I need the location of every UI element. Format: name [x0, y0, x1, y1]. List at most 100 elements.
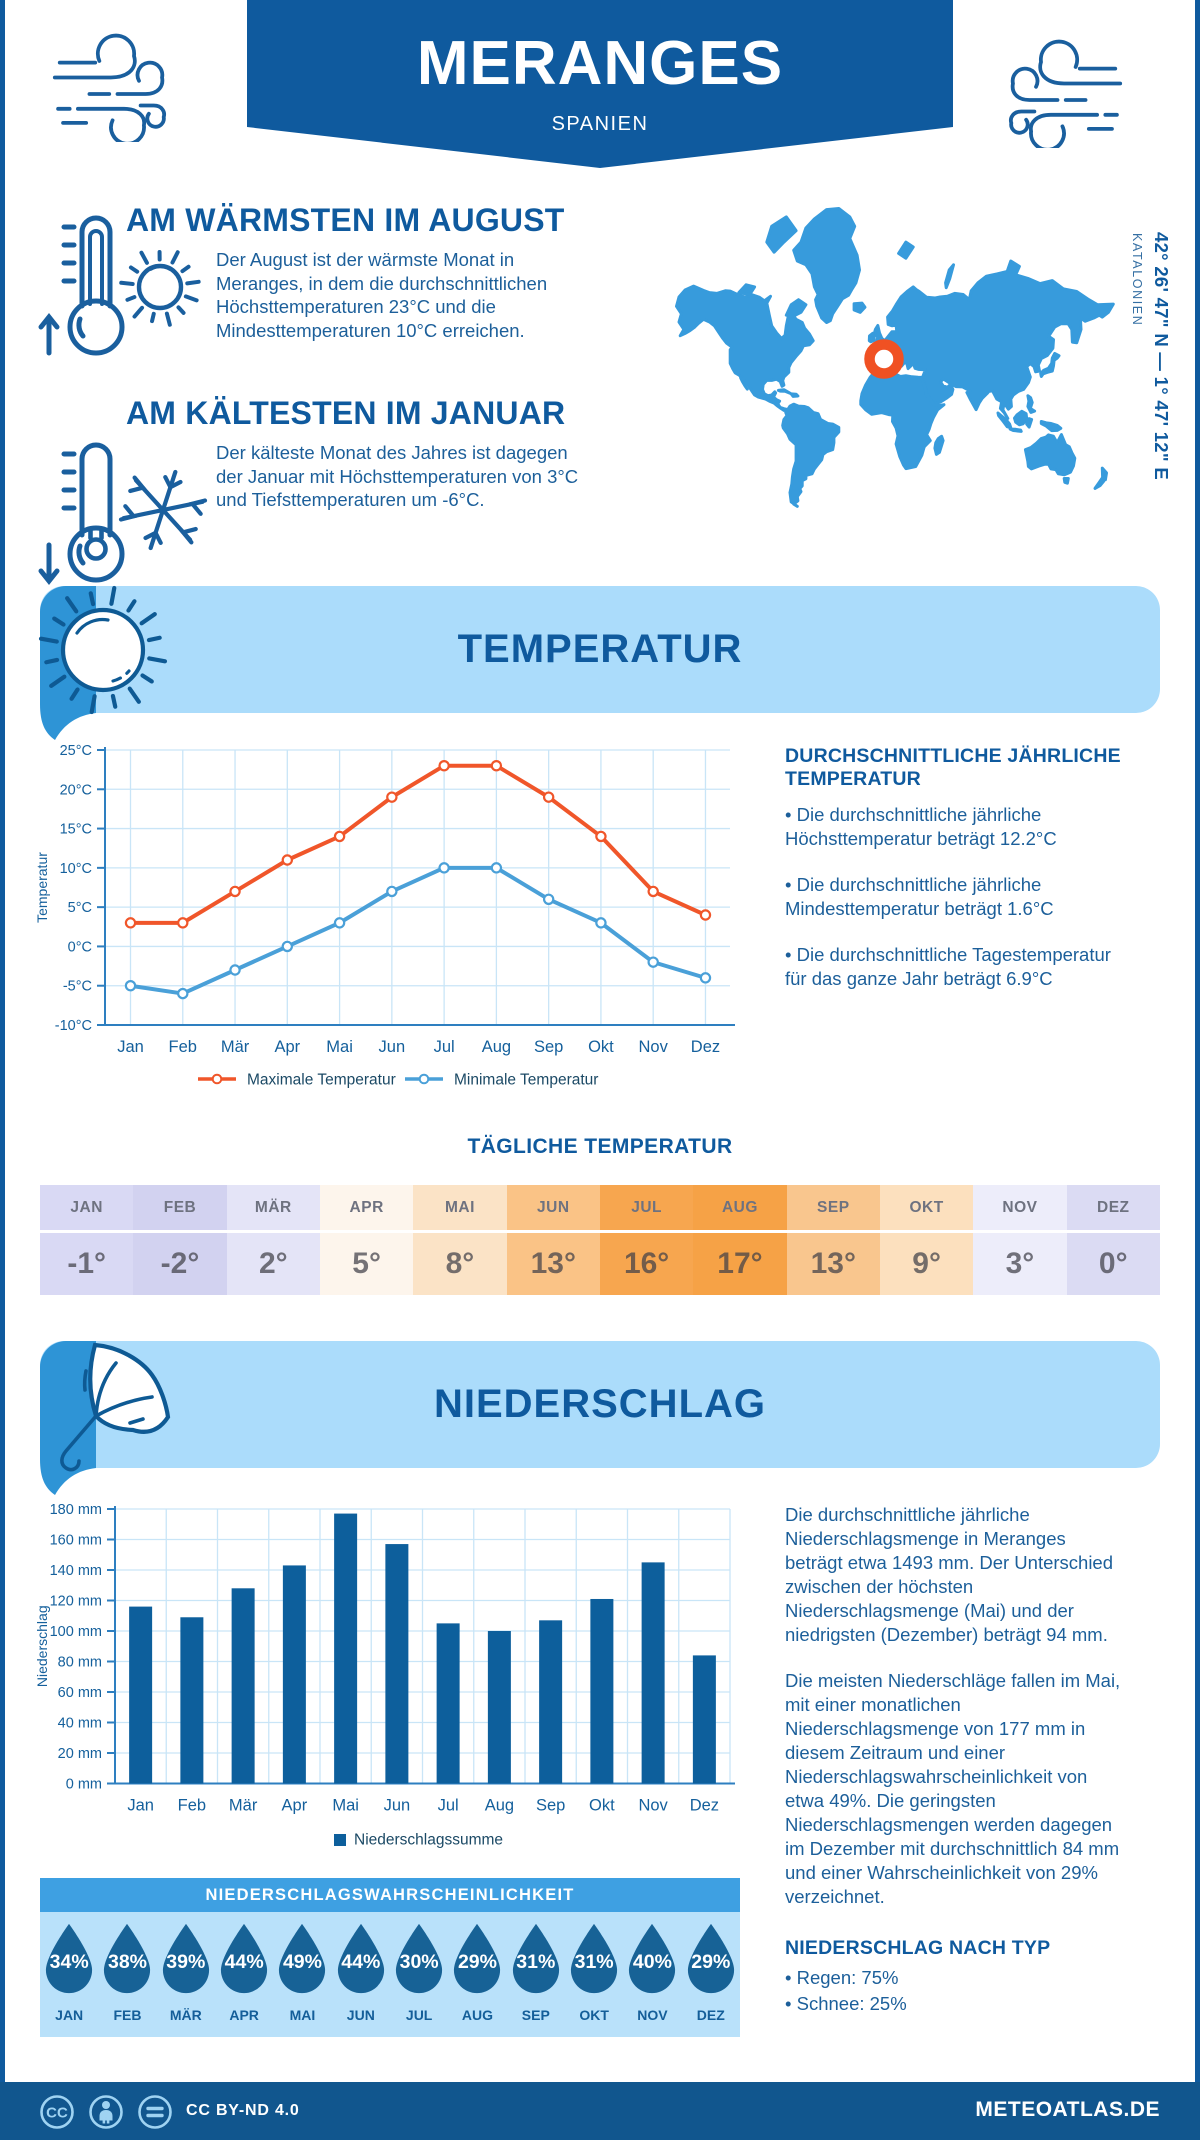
daily-temp-month: APR	[349, 1198, 384, 1216]
temperature-section-header: TEMPERATUR	[38, 585, 1160, 746]
probability-value: 44%	[224, 1951, 264, 1973]
table-divider	[1066, 1230, 1160, 1233]
daily-temp-cell: MÄR 2°	[226, 1185, 320, 1295]
precip-month-label: Dez	[690, 1797, 719, 1815]
precip-ytick-label: 100 mm	[50, 1624, 102, 1640]
probability-value: 31%	[574, 1951, 614, 1973]
probability-month: JUL	[405, 2007, 433, 2023]
daily-temp-month: NOV	[1002, 1198, 1038, 1216]
precip-bar	[436, 1623, 460, 1784]
precip-month-label: Jan	[127, 1797, 154, 1815]
landmass	[933, 434, 945, 456]
temperature-bullets: • Die durchschnittliche jährliche Höchst…	[785, 803, 1125, 991]
daily-temp-month: OKT	[909, 1198, 944, 1216]
probability-value: 29%	[691, 1951, 731, 1973]
probability-month: JUN	[346, 2007, 375, 2023]
raindrop-icon	[629, 1923, 676, 1994]
raindrop-icon	[396, 1923, 443, 1994]
snow-share: • Schnee: 25%	[785, 1993, 907, 2014]
sun-icon	[38, 585, 168, 715]
precipitation-paragraph: Die durchschnittliche jährliche Niedersc…	[785, 1504, 1114, 1645]
probability-value: 49%	[282, 1951, 322, 1973]
warm-text: Der August ist der wärmste Monat in Mera…	[216, 249, 548, 341]
site-label: METEOATLAS.DE	[975, 2098, 1160, 2121]
temp-month-label: Dez	[691, 1038, 720, 1056]
temperature-section-title: TEMPERATUR	[457, 627, 743, 671]
section-banner-background	[40, 586, 1160, 713]
rain-share: • Regen: 75%	[785, 1967, 899, 1988]
landmass	[776, 388, 792, 395]
probability-item: 34% JAN	[40, 1912, 98, 2037]
temp-ytick-label: 20°C	[60, 782, 92, 798]
probability-month: SEP	[521, 2007, 550, 2023]
temp-data-point	[386, 885, 398, 898]
legend-label: Maximale Temperatur	[247, 1072, 396, 1089]
temperature-line-chart: -10°C -5°C 0°C 5°C 10°C 15°C 20°C 25°C Jan Feb Mär…	[34, 743, 735, 1089]
probability-value: 29%	[457, 1951, 497, 1973]
temp-month-label: Aug	[482, 1038, 511, 1056]
precip-month-label: Nov	[638, 1797, 668, 1815]
region-label: KATALONIEN	[1130, 233, 1144, 327]
landmass	[784, 298, 808, 319]
precipitation-type-title: NIEDERSCHLAG NACH TYP	[785, 1937, 1051, 1959]
daily-temp-value: 0°	[1098, 1247, 1128, 1280]
daily-temp-cell: APR 5°	[319, 1185, 414, 1295]
probability-month: APR	[229, 2007, 259, 2023]
probability-month: NOV	[637, 2007, 668, 2023]
landmass	[765, 215, 798, 254]
precip-month-label: Apr	[282, 1797, 308, 1815]
daily-temp-cell: JAN -1°	[40, 1185, 134, 1295]
temp-ytick-label: 15°C	[60, 822, 92, 838]
probability-month: FEB	[113, 2007, 142, 2023]
raindrop-icon	[162, 1923, 209, 1994]
temp-month-label: Sep	[534, 1038, 563, 1056]
daily-temp-cell: DEZ 0°	[1066, 1185, 1160, 1295]
daily-temp-month: MÄR	[254, 1198, 292, 1216]
daily-temperature-table: JAN -1° FEB -2° MÄR 2° APR 5° MAI 8° JUN 13° JUL 16° A…	[40, 1185, 1160, 1295]
precip-bar	[385, 1544, 409, 1784]
temp-ytick-label: 25°C	[60, 743, 92, 759]
warm-title: AM WÄRMSTEN IM AUGUST	[126, 202, 565, 238]
table-divider	[226, 1230, 320, 1233]
landmass	[1025, 417, 1034, 429]
temp-series-line	[130, 865, 707, 996]
daily-temp-value: -1°	[67, 1247, 106, 1280]
probability-value: 30%	[399, 1951, 439, 1973]
probability-item: 30% JUL	[390, 1912, 448, 2037]
landmass	[897, 240, 915, 260]
precip-ytick-label: 0 mm	[66, 1777, 102, 1793]
temp-data-point	[595, 830, 607, 843]
daily-temp-value: 13°	[530, 1247, 576, 1280]
section-tab	[40, 1341, 96, 1495]
daily-temp-value: 2°	[258, 1247, 288, 1280]
cold-title: AM KÄLTESTEN IM JANUAR	[126, 395, 566, 431]
probability-value: 38%	[107, 1951, 147, 1973]
precip-month-label: Jun	[384, 1797, 411, 1815]
probability-month: MAI	[289, 2007, 316, 2023]
table-divider	[879, 1230, 974, 1233]
table-divider	[506, 1230, 600, 1233]
temperature-bullet: • Die durchschnittliche Tagestemperatur …	[785, 944, 1111, 989]
thermometer-cold-icon	[38, 442, 125, 586]
thermometer-warm-icon	[38, 215, 125, 356]
precipitation-section-header: NIEDERSCHLAG	[40, 1341, 1160, 1501]
temp-month-label: Nov	[639, 1038, 669, 1056]
precip-bar	[539, 1620, 563, 1784]
raindrop-icon	[279, 1923, 326, 1994]
temp-data-point	[699, 972, 712, 984]
landmass	[1013, 409, 1029, 427]
raindrop-icon	[454, 1923, 501, 1994]
temp-data-point	[229, 964, 241, 976]
daily-temp-month: SEP	[817, 1198, 850, 1216]
daily-temp-value: 3°	[1005, 1247, 1035, 1280]
probability-item: 38% FEB	[98, 1912, 156, 2037]
probability-item: 49% MAI	[273, 1912, 331, 2037]
precip-ytick-label: 140 mm	[50, 1563, 102, 1579]
precip-month-label: Okt	[589, 1797, 615, 1815]
daily-temp-cell: SEP 13°	[786, 1185, 880, 1295]
precip-month-label: Aug	[485, 1797, 514, 1815]
landmass	[868, 259, 1115, 420]
landmass	[1093, 477, 1106, 490]
precip-bar	[180, 1617, 204, 1784]
landmass	[781, 402, 841, 508]
